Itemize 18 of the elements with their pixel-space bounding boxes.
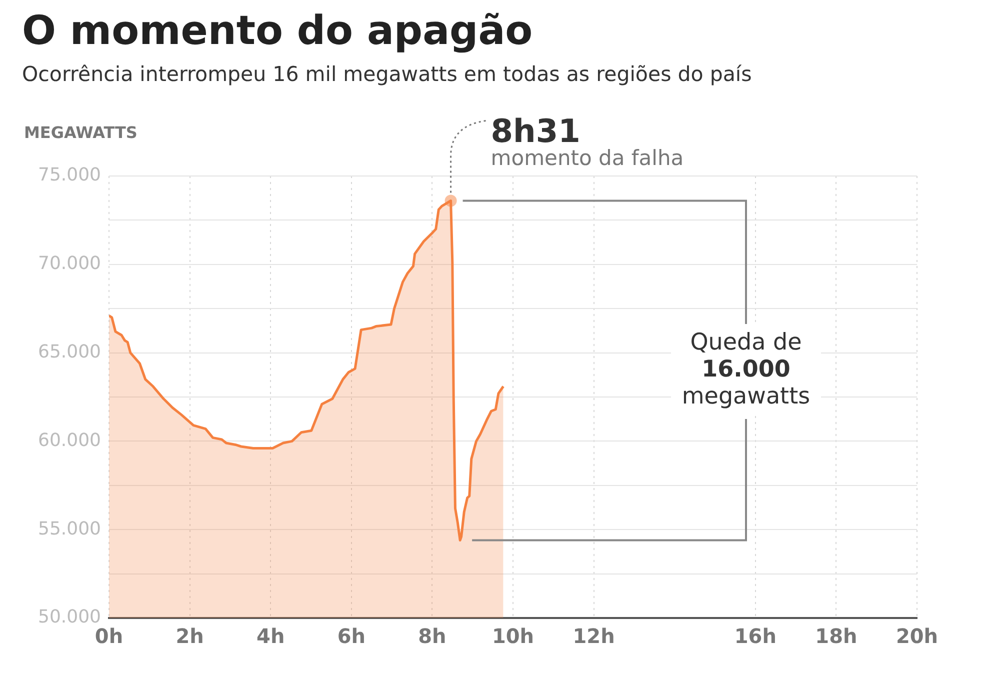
chart-title: O momento do apagão bbox=[22, 8, 533, 54]
y-tick-label: 55.000 bbox=[38, 518, 101, 540]
x-tick-label: 8h bbox=[418, 624, 446, 648]
x-tick-label: 18h bbox=[815, 624, 858, 648]
y-tick-label: 70.000 bbox=[38, 253, 101, 274]
x-tick-label: 4h bbox=[256, 624, 285, 648]
x-tick-label: 12h bbox=[572, 624, 615, 648]
x-tick-label: 2h bbox=[176, 624, 204, 648]
x-tick-label: 10h bbox=[492, 624, 534, 648]
y-axis-title: MEGAWATTS bbox=[24, 123, 138, 142]
y-tick-label: 75.000 bbox=[38, 164, 101, 186]
x-tick-label: 6h bbox=[337, 624, 366, 648]
annotation: Queda de 16.000 megawatts bbox=[682, 329, 810, 410]
y-tick-label: 60.000 bbox=[38, 430, 101, 451]
chart-subtitle: Ocorrência interrompeu 16 mil megawatts em todas as regiões do país bbox=[22, 62, 752, 86]
y-tick-label: 65.000 bbox=[38, 341, 101, 362]
x-tick-label: 20h bbox=[896, 624, 938, 648]
x-tick-label: 16h bbox=[734, 624, 776, 648]
